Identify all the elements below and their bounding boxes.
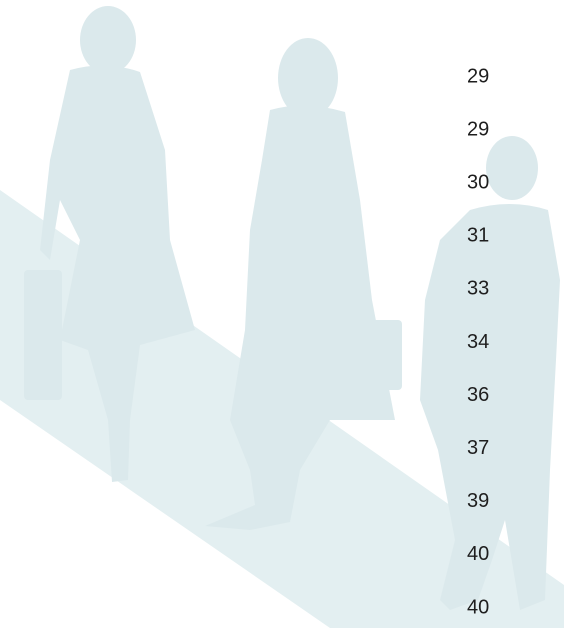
number: 40 bbox=[467, 543, 489, 565]
number: 40 bbox=[467, 596, 489, 618]
number: 34 bbox=[467, 331, 489, 353]
slide: 29 29 30 31 33 34 36 37 39 40 40 bbox=[0, 0, 564, 628]
number: 29 bbox=[467, 65, 489, 87]
page: 2929303133343637394040 (() => { const da… bbox=[0, 0, 564, 628]
number: 30 bbox=[467, 171, 489, 193]
background-art bbox=[0, 6, 564, 628]
number: 33 bbox=[467, 278, 489, 300]
number: 37 bbox=[467, 437, 489, 459]
number: 36 bbox=[467, 384, 489, 406]
number: 29 bbox=[467, 118, 489, 140]
number: 31 bbox=[467, 225, 489, 247]
number: 39 bbox=[467, 490, 489, 512]
